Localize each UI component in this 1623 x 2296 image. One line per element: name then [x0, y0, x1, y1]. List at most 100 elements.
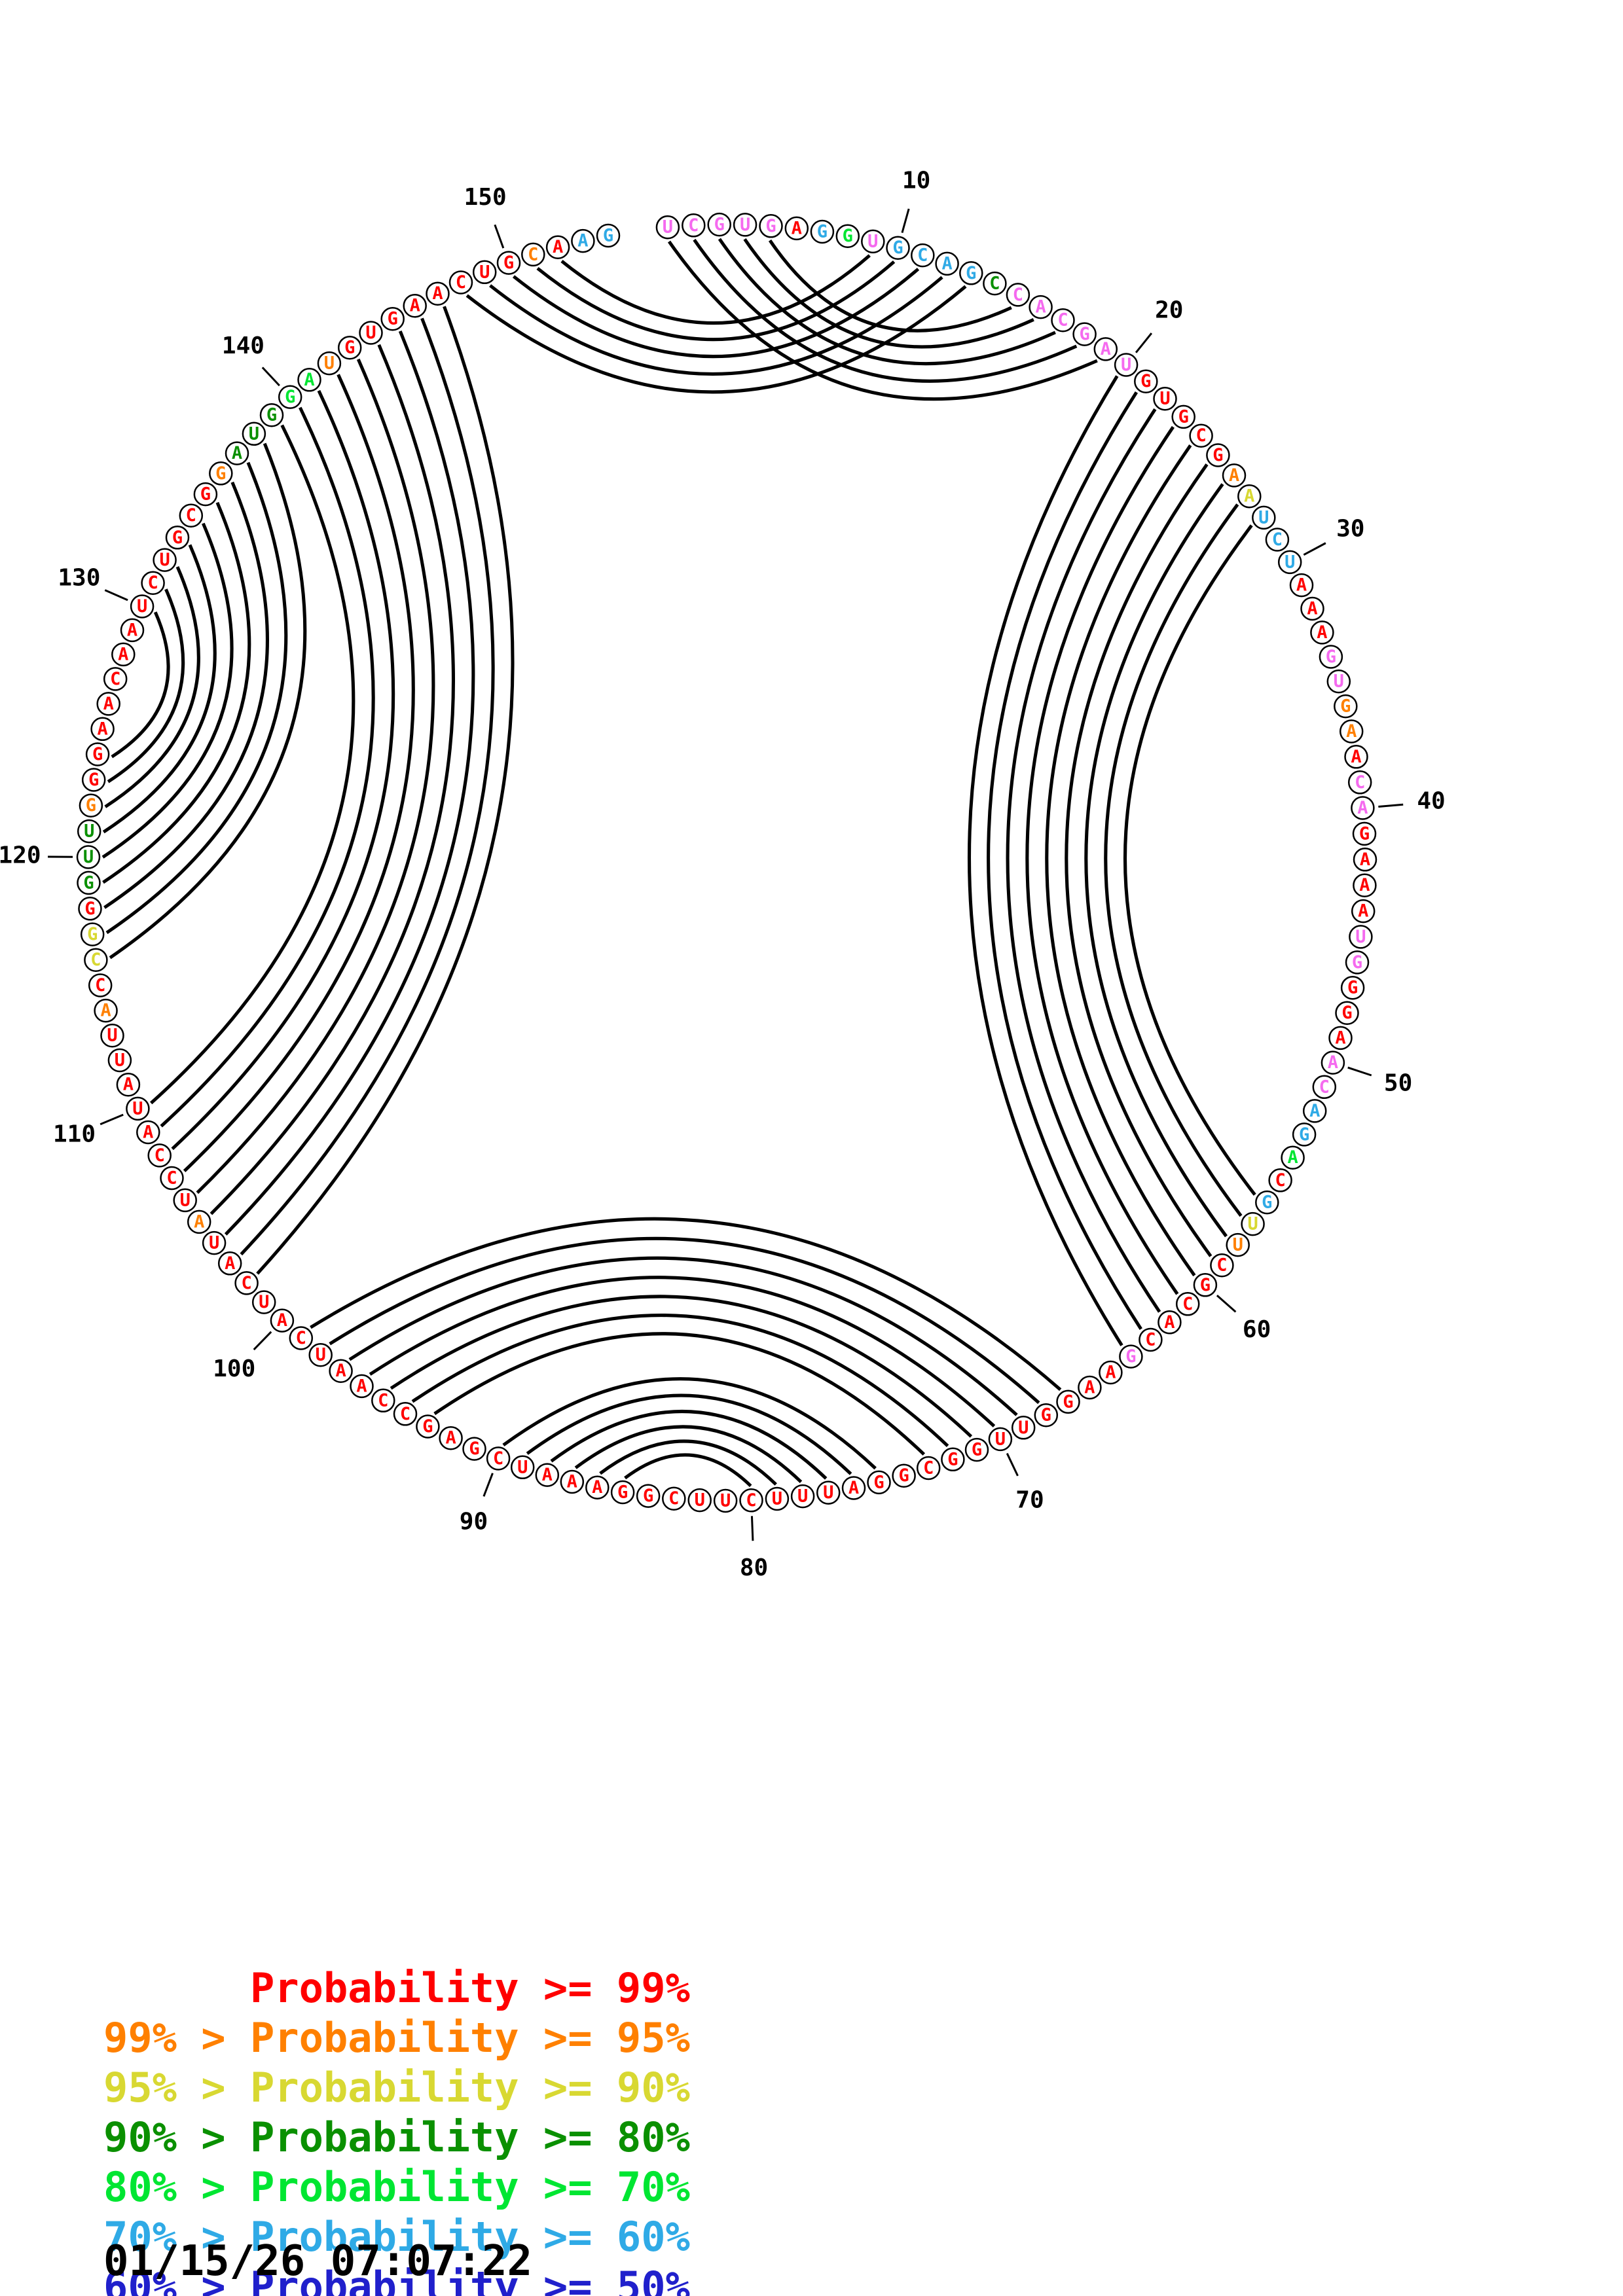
nucleotide-letter-7: G [817, 222, 828, 242]
nucleotide-100: A [270, 1308, 295, 1333]
nucleotide-38: A [1344, 745, 1368, 769]
nucleotide-circle-66 [1078, 1375, 1102, 1400]
nucleotide-letter-93: G [422, 1416, 433, 1437]
nucleotide-circle-85 [610, 1480, 635, 1505]
nucleotide-letter-59: C [1216, 1255, 1227, 1276]
nucleotide-letter-32: A [1307, 599, 1317, 619]
pair-arc-10-151 [536, 260, 896, 342]
pair-arc-68-98 [329, 1236, 1040, 1405]
nucleotide-circle-96 [350, 1374, 374, 1399]
nucleotide-letter-67: G [1063, 1391, 1073, 1412]
nucleotide-circle-144 [359, 321, 383, 345]
nucleotide-letter-19: A [1101, 339, 1111, 359]
nucleotide-5: G [759, 214, 783, 238]
nucleotide-68: G [1034, 1403, 1059, 1427]
nucleotide-letter-138: U [249, 423, 259, 444]
pair-arc-69-97 [348, 1256, 1018, 1416]
nucleotide-14: C [983, 271, 1007, 296]
nucleotide-140: G [278, 385, 302, 409]
pair-arc-13-148 [465, 285, 967, 394]
pair-arc-9-152 [560, 254, 871, 325]
nucleotide-circle-19 [1093, 337, 1118, 361]
nucleotide-109: A [136, 1120, 160, 1145]
nucleotide-circle-40 [1351, 796, 1375, 820]
pair-arc-120-134 [101, 522, 234, 859]
legend-row-70: 80% > Probability >= 70% [103, 2163, 690, 2211]
nucleotide-148: C [448, 270, 473, 295]
nucleotide-135: G [193, 482, 218, 507]
nucleotide-84: G [636, 1484, 661, 1508]
pair-arc-72-94 [411, 1314, 949, 1448]
nucleotide-120: U [76, 845, 101, 869]
nucleotide-circle-131 [141, 571, 165, 595]
nucleotide-letter-147: A [432, 283, 443, 304]
nucleotide-circle-104 [202, 1230, 227, 1255]
nucleotide-letter-61: C [1182, 1294, 1193, 1314]
nucleotide-151: C [521, 242, 545, 267]
nucleotide-143: G [337, 335, 362, 360]
nucleotide-letter-141: A [304, 370, 314, 390]
nucleotide-circle-27 [1237, 484, 1262, 509]
nucleotide-138: U [242, 422, 266, 446]
nucleotide-circle-81 [713, 1488, 738, 1513]
nucleotide-circle-1 [655, 215, 680, 240]
nucleotide-49: A [1328, 1026, 1353, 1050]
nucleotide-letter-100: A [277, 1310, 287, 1331]
nucleotide-20: U [1114, 353, 1139, 377]
pair-arc-104-145 [224, 330, 475, 1236]
nucleotide-circle-93 [416, 1414, 440, 1439]
nucleotide-letter-126: A [103, 694, 114, 714]
nucleotide-89: U [510, 1455, 535, 1480]
tick-label-50: 50 [1384, 1069, 1412, 1096]
nucleotide-30: U [1277, 550, 1302, 575]
nucleotide-circle-120 [76, 845, 101, 869]
nucleotide-letter-135: G [200, 484, 211, 505]
nucleotide-122: G [79, 793, 103, 817]
nucleotide-letter-81: U [720, 1491, 731, 1511]
nucleotide-22: U [1153, 386, 1177, 411]
nucleotide-10: G [886, 236, 910, 260]
pair-arc-26-58 [1084, 483, 1228, 1238]
nucleotide-circle-2 [682, 213, 706, 238]
nucleotide-letter-14: C [989, 274, 1000, 294]
nucleotide-75: G [867, 1470, 891, 1495]
nucleotide-circle-62 [1158, 1310, 1182, 1335]
nucleotide-letter-116: C [90, 950, 101, 970]
nucleotide-circle-7 [810, 219, 835, 244]
nucleotide-107: C [160, 1166, 184, 1191]
nucleotide-circle-150 [496, 251, 521, 275]
nucleotide-circle-9 [861, 229, 885, 254]
nucleotide-letter-120: U [83, 847, 94, 867]
nucleotide-78: U [790, 1484, 815, 1509]
nucleotide-circle-17 [1051, 308, 1075, 332]
nucleotide-letter-64: G [1125, 1346, 1136, 1367]
nucleotide-circle-119 [77, 870, 101, 895]
nucleotide-circle-114 [94, 998, 118, 1023]
nucleotides: U C G U G A G G U G C A GCCACGAUGUGCGAAUCUAAAGUGAACA… [76, 212, 1377, 1513]
nucleotide-letter-6: A [792, 218, 802, 238]
nucleotide-letter-9: U [867, 231, 878, 251]
nucleotide-80: C [739, 1488, 763, 1513]
nucleotide-circle-143 [337, 335, 362, 360]
pair-arc-75-90 [502, 1377, 877, 1470]
nucleotide-letter-137: A [232, 443, 242, 463]
nucleotide-13: G [959, 261, 983, 285]
pair-arc-1-19 [667, 240, 1098, 401]
nucleotide-letter-20: U [1121, 355, 1131, 375]
nucleotide-circle-138 [242, 422, 266, 446]
nucleotide-letter-139: G [266, 405, 277, 425]
nucleotide-116: C [84, 948, 108, 972]
nucleotide-circle-51 [1312, 1075, 1337, 1100]
nucleotide-circle-136 [209, 461, 233, 486]
nucleotide-circle-41 [1352, 821, 1377, 846]
nucleotide-letter-73: C [923, 1458, 934, 1479]
legend-row-90: 95% > Probability >= 90% [103, 2064, 690, 2111]
nucleotide-112: U [107, 1048, 132, 1073]
nucleotide-letter-74: G [898, 1465, 909, 1486]
nucleotide-24: C [1189, 423, 1213, 448]
nucleotide-123: G [81, 768, 106, 792]
nucleotide-circle-83 [662, 1486, 686, 1511]
nucleotide-4: U [733, 213, 757, 237]
nucleotide-104: U [202, 1230, 227, 1255]
nucleotide-127: C [103, 667, 128, 691]
